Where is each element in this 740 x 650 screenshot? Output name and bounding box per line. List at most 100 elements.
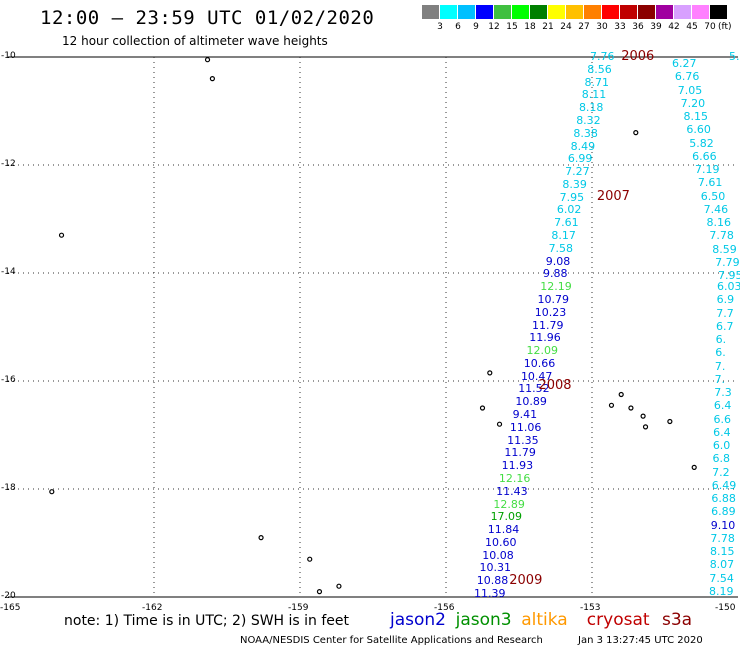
track-year-marker: 2007	[596, 189, 630, 205]
swh-value-central-track: 11.52	[518, 382, 550, 396]
swh-value-central-track: 10.47	[520, 369, 553, 383]
swh-value-east-track: 8.16	[706, 216, 732, 229]
swh-value-edge-track: 6.89	[711, 505, 736, 519]
swh-value-edge-track: 6.	[715, 333, 727, 347]
footer-note: note: 1) Time is in UTC; 2) SWH is in fe…	[64, 613, 350, 629]
latitude-label: -10	[1, 51, 16, 61]
color-scale-tick: 27	[578, 22, 590, 32]
island-outline	[667, 418, 673, 425]
swh-value-edge-track: 7.	[714, 372, 726, 386]
island-outline	[642, 424, 649, 430]
swh-value-central-track: 12.16	[498, 471, 531, 485]
swh-value-edge-track: 6.6	[713, 412, 732, 426]
island-outline	[49, 489, 55, 495]
swh-value-edge-track: 9.10	[710, 518, 736, 532]
legend-s3a: s3a	[662, 610, 693, 630]
color-swatch	[584, 5, 601, 19]
swh-value-edge-track: 5.	[729, 50, 740, 63]
map-subtitle: 12 hour collection of altimeter wave hei…	[62, 34, 328, 48]
swh-value-central-track: 8.32	[576, 113, 601, 127]
island-outline	[633, 130, 639, 136]
color-scale-tick: 45	[686, 22, 698, 32]
swh-value-central-track: 6.99	[567, 152, 593, 166]
color-scale-tick: 6	[455, 22, 461, 32]
swh-value-edge-track: 7.54	[709, 571, 734, 585]
swh-value-central-track: 6.02	[556, 203, 582, 217]
color-swatch	[674, 5, 691, 19]
color-swatch	[656, 5, 673, 19]
swh-value-east-track: 7.19	[695, 163, 720, 176]
latitude-label: -16	[1, 375, 16, 385]
swh-value-central-track: 7.76	[590, 50, 615, 63]
map-title: 12:00 – 23:59 UTC 01/02/2020	[40, 7, 375, 29]
latitude-label: -12	[1, 159, 16, 169]
color-scale-tick: 36	[632, 22, 644, 32]
swh-value-edge-track: 7.3	[714, 386, 732, 400]
latitude-label: -18	[1, 483, 16, 493]
swh-value-edge-track: 6.03	[717, 280, 740, 293]
swh-value-central-track: 11.79	[504, 446, 536, 460]
swh-value-central-track: 12.09	[526, 344, 558, 358]
island-outline	[307, 556, 313, 562]
swh-value-edge-track: 7.2	[712, 465, 730, 479]
swh-value-central-track: 12.19	[540, 280, 572, 294]
longitude-label: -156	[434, 603, 455, 613]
swh-value-central-track: 11.79	[532, 318, 564, 332]
swh-value-central-track: 7.61	[554, 216, 579, 230]
swh-value-central-track: 10.89	[515, 395, 547, 409]
swh-value-central-track: 11.84	[487, 523, 520, 537]
swh-value-east-track: 6.66	[692, 149, 717, 163]
island-outline	[316, 588, 323, 595]
color-swatch	[512, 5, 529, 19]
swh-value-edge-track: 7.78	[710, 531, 735, 545]
latitude-label: -20	[1, 591, 16, 601]
island-outline	[618, 391, 624, 398]
swh-value-central-track: 9.88	[543, 267, 568, 281]
swh-value-central-track: 8.17	[551, 229, 576, 242]
swh-value-central-track: 11.35	[507, 433, 539, 447]
swh-value-central-track: 7.58	[548, 241, 574, 255]
color-scale-tick: 3	[437, 22, 443, 32]
color-scale-tick: 24	[560, 22, 572, 32]
swh-value-central-track: 7.95	[559, 190, 585, 204]
swh-value-central-track: 12.89	[493, 497, 525, 511]
swh-value-central-track: 11.93	[501, 459, 534, 473]
color-scale-tick: 9	[473, 22, 479, 32]
color-swatch	[566, 5, 583, 19]
swh-value-central-track: 10.31	[479, 561, 512, 575]
color-scale-tick: 18	[524, 22, 536, 32]
swh-value-central-track: 9.41	[512, 408, 538, 421]
color-swatch	[458, 5, 475, 19]
swh-value-central-track: 8.11	[581, 88, 607, 102]
swh-value-east-track: 6.60	[686, 123, 711, 137]
swh-value-east-track: 7.79	[715, 255, 740, 269]
swh-value-central-track: 10.88	[476, 574, 509, 588]
swh-value-central-track: 11.06	[509, 420, 542, 434]
island-outline	[479, 405, 486, 411]
longitude-label: -153	[580, 603, 601, 613]
color-swatch	[620, 5, 637, 19]
longitude-label: -150	[715, 603, 736, 613]
swh-value-central-track: 8.49	[570, 139, 596, 153]
island-outline	[58, 232, 65, 238]
swh-value-central-track: 17.09	[490, 510, 523, 524]
island-outline	[640, 413, 646, 419]
swh-value-edge-track: 6.4	[713, 399, 732, 413]
swh-value-central-track: 10.60	[485, 535, 517, 549]
swh-value-east-track: 8.15	[683, 110, 709, 123]
swh-value-central-track: 10.23	[534, 305, 567, 319]
swh-value-central-track: 10.79	[537, 292, 570, 306]
island-outline	[209, 75, 215, 82]
track-year-marker: 2006	[621, 49, 655, 64]
swh-value-edge-track: 6.88	[711, 492, 736, 506]
swh-value-central-track: 8.39	[562, 177, 587, 191]
color-swatch	[710, 5, 727, 19]
color-swatch	[602, 5, 619, 19]
color-scale-tick: 21	[542, 22, 554, 32]
island-outline	[628, 405, 634, 411]
legend-jason3: jason3	[455, 610, 512, 630]
swh-value-east-track: 8.59	[712, 242, 737, 256]
swh-value-east-track: 6.76	[674, 70, 700, 84]
legend-cryosat: cryosat	[586, 610, 650, 630]
swh-value-edge-track: 6.4	[713, 425, 731, 439]
